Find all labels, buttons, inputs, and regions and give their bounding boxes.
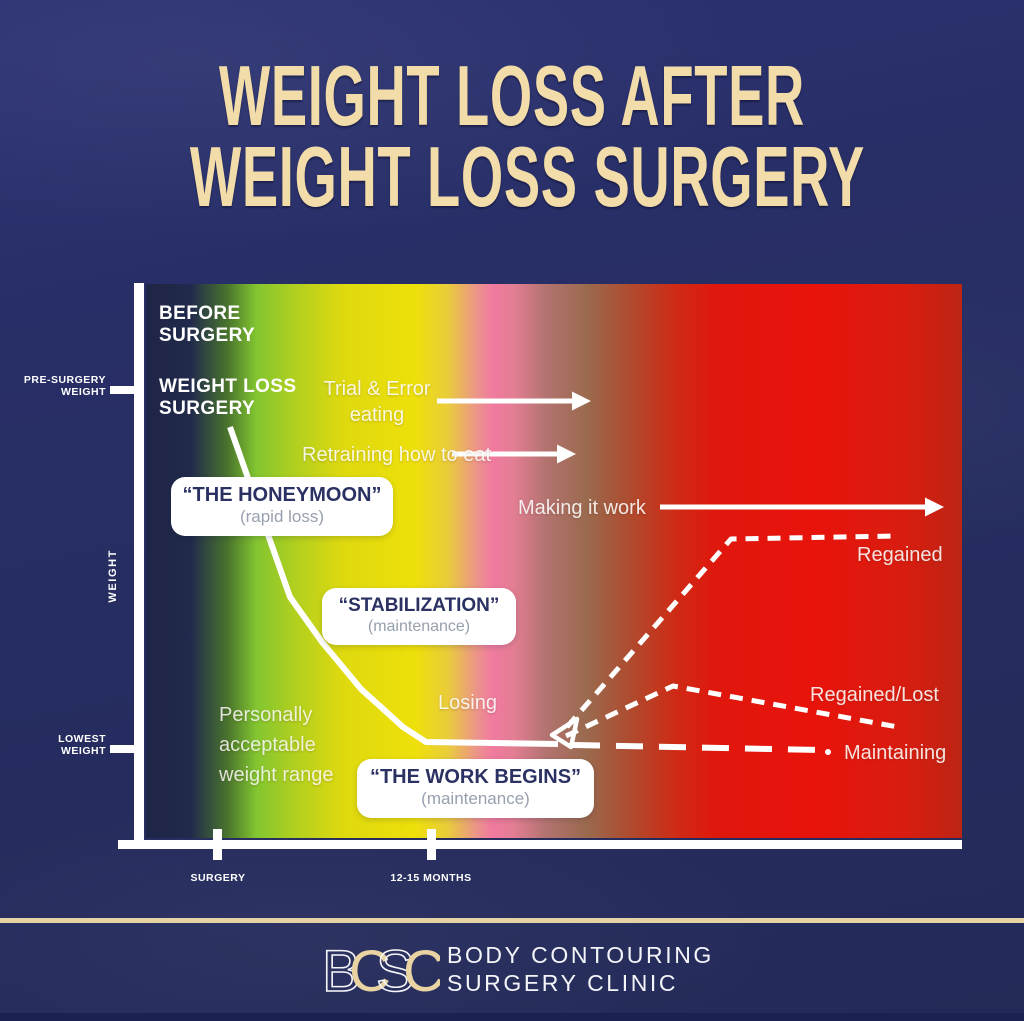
annotation-retraining: Retraining how to eat: [302, 444, 492, 466]
honeymoon-title: “THE HONEYMOON”: [182, 484, 382, 506]
honeymoon-subtitle: (rapid loss): [239, 507, 325, 526]
annotation-regained-lost: Regained/Lost: [810, 684, 939, 706]
annotation-weight-loss-surgery: WEIGHT LOSS SURGERY: [159, 376, 297, 420]
x-label-surgery: SURGERY: [190, 872, 246, 884]
y-axis-line: [134, 283, 144, 849]
phase-box-honeymoon: “THE HONEYMOON” (rapid loss): [171, 477, 393, 537]
page-title: WEIGHT LOSS AFTER WEIGHT LOSS SURGERY: [0, 49, 1024, 225]
annotation-losing: Losing: [438, 692, 497, 714]
y-tick-lowest: [110, 745, 135, 753]
logo-letter-c-1: C: [349, 941, 391, 1001]
logo-letter-c-3: C: [403, 941, 440, 1001]
y-tick-pre-surgery: [110, 386, 135, 394]
annotation-making-it-work: Making it work: [518, 497, 646, 519]
bottom-edge-strip: [0, 1013, 1024, 1021]
annotation-trial-error: Trial & Error eating: [323, 378, 431, 426]
work-begins-subtitle: (maintenance): [421, 789, 530, 808]
x-label-12-15-months: 12-15 MONTHS: [390, 872, 472, 884]
annotation-personally-acceptable: Personally acceptable weight range: [219, 704, 334, 786]
work-begins-title: “THE WORK BEGINS”: [369, 766, 582, 788]
annotation-maintaining: Maintaining: [844, 742, 947, 764]
annotation-before-surgery: BEFORE SURGERY: [159, 303, 256, 347]
logo-letter-b-0: B: [322, 941, 361, 1001]
phase-box-stabilization: “STABILIZATION” (maintenance): [322, 588, 516, 646]
y-axis-title: WEIGHT: [107, 549, 119, 603]
title-line2: WEIGHT LOSS SURGERY: [189, 130, 865, 225]
stabilization-subtitle: (maintenance): [367, 617, 471, 635]
x-axis-line: [118, 840, 962, 849]
y-label-lowest-weight: LOWEST WEIGHT: [58, 733, 106, 758]
title-line1: WEIGHT LOSS AFTER: [218, 49, 806, 144]
phase-box-work-begins: “THE WORK BEGINS” (maintenance): [357, 759, 594, 819]
x-tick-months: [427, 829, 436, 860]
logo-name-line2: SURGERY CLINIC: [447, 970, 679, 996]
logo-letter-s-2: S: [376, 941, 415, 1001]
footer-divider: [0, 918, 1024, 923]
logo-name-line1: BODY CONTOURING: [447, 942, 714, 968]
x-tick-surgery: [213, 829, 222, 860]
stabilization-title: “STABILIZATION”: [338, 595, 500, 616]
annotation-regained: Regained: [857, 544, 943, 566]
y-label-pre-surgery-weight: PRE-SURGERY WEIGHT: [23, 374, 106, 399]
